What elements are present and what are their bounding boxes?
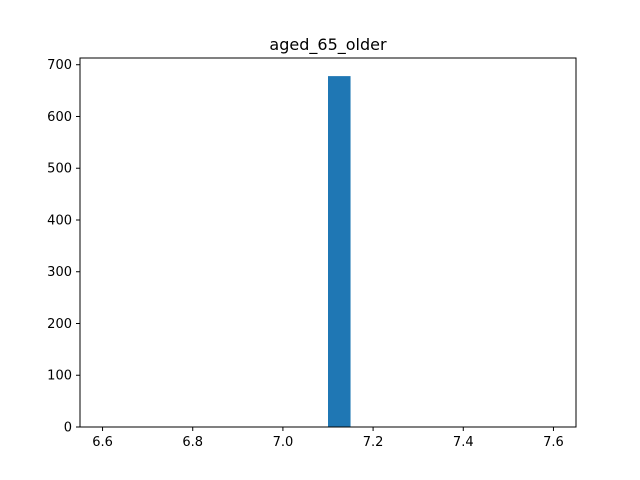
x-tick-label: 7.0	[273, 435, 294, 450]
y-tick-label: 600	[47, 110, 72, 125]
x-axis: 6.6 6.8 7.0 7.2 7.4 7.6	[92, 427, 564, 450]
y-tick-label: 400	[47, 213, 72, 228]
plot-frame	[79, 57, 577, 428]
y-tick-label: 200	[47, 317, 72, 332]
bars-group	[328, 76, 351, 428]
x-tick-label: 6.8	[182, 435, 203, 450]
x-tick-label: 7.2	[363, 435, 384, 450]
y-axis: 0 100 200 300 400 500 600 700	[47, 58, 80, 436]
y-tick-label: 500	[47, 162, 72, 177]
x-tick-label: 7.6	[543, 435, 564, 450]
histogram-bar	[328, 76, 351, 428]
y-tick-label: 300	[47, 265, 72, 280]
y-tick-label: 700	[47, 58, 72, 73]
y-tick-label: 0	[64, 421, 72, 436]
x-tick-label: 6.6	[92, 435, 113, 450]
chart-title: aged_65_older	[269, 35, 387, 55]
x-tick-label: 7.4	[453, 435, 474, 450]
y-tick-label: 100	[47, 369, 72, 384]
